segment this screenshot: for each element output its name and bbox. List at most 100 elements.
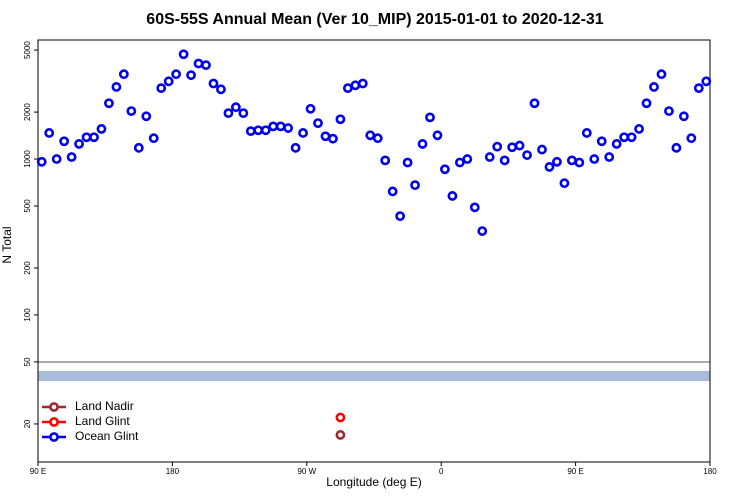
x-tick-label: 90 W [297,467,316,476]
point [193,58,204,69]
point [156,83,167,94]
point [104,98,114,109]
point [447,191,458,201]
point [342,83,353,94]
point [253,125,264,136]
point [186,70,196,81]
legend-label: Land Nadir [75,399,134,413]
point [268,121,279,132]
point [559,178,570,189]
point [499,155,510,166]
point [701,76,712,87]
legend-label: Land Glint [75,414,130,428]
point [223,108,234,119]
point [619,132,630,143]
point [596,136,607,147]
point [514,140,525,151]
y-tick-label: 500 [23,199,32,213]
x-tick-label: 90 E [567,467,583,476]
point [641,98,652,109]
point [440,164,450,175]
point [417,139,428,149]
y-tick-label: 5000 [23,41,32,59]
point [81,132,92,143]
point [357,78,368,89]
point [126,106,137,116]
point [208,78,219,89]
point [477,226,488,236]
point [611,139,622,149]
x-tick-label: 180 [703,467,717,476]
point [335,412,346,423]
point [664,106,674,116]
point [365,130,376,141]
point [604,152,615,162]
point [66,152,77,162]
point [230,102,241,113]
band [38,371,710,381]
point [372,133,383,144]
point [387,186,398,197]
point [298,128,308,138]
point [245,126,256,137]
point [432,130,443,141]
point [454,157,465,168]
point [216,84,226,95]
point [260,125,271,136]
point [283,123,294,133]
point [328,133,338,144]
point [171,69,182,80]
point [36,156,47,167]
point [313,118,323,129]
point [678,111,689,122]
point [335,114,346,125]
x-tick-label: 90 E [30,467,46,476]
point [74,139,84,149]
point [693,83,704,94]
x-tick-label: 180 [166,467,180,476]
point [148,133,159,144]
point [552,156,562,167]
point [484,152,495,162]
chart-title: 60S-55S Annual Mean (Ver 10_MIP) 2015-01… [146,11,604,28]
y-axis-label: N Total [0,226,14,263]
point [290,142,301,153]
x-tick-label: 0 [439,467,444,476]
point [469,202,480,213]
point [96,124,107,134]
legend-label: Ocean Glint [75,429,139,443]
point [671,142,682,153]
point [201,60,211,71]
point [522,150,532,160]
y-tick-label: 50 [23,357,32,366]
point [275,121,286,132]
point [59,136,70,147]
y-tick-label: 20 [23,419,32,428]
point [320,131,331,142]
point [410,180,420,191]
x-axis-label: Longitude (deg E) [326,475,421,489]
y-tick-label: 100 [23,308,32,322]
point [544,162,555,172]
legend-marker [49,402,59,412]
point [118,69,129,80]
point [402,157,413,168]
point [335,430,346,440]
point [626,132,637,143]
point [133,142,144,153]
point [492,141,503,152]
plot-frame [37,39,711,463]
point [111,82,122,92]
point [634,124,644,134]
point [238,108,249,119]
point [51,154,62,164]
point [350,80,361,91]
point [537,144,547,155]
point [425,112,435,123]
point [44,128,55,138]
point [462,154,473,164]
y-tick-label: 2000 [23,103,32,121]
y-tick-label: 1000 [23,150,32,168]
point [574,157,585,168]
